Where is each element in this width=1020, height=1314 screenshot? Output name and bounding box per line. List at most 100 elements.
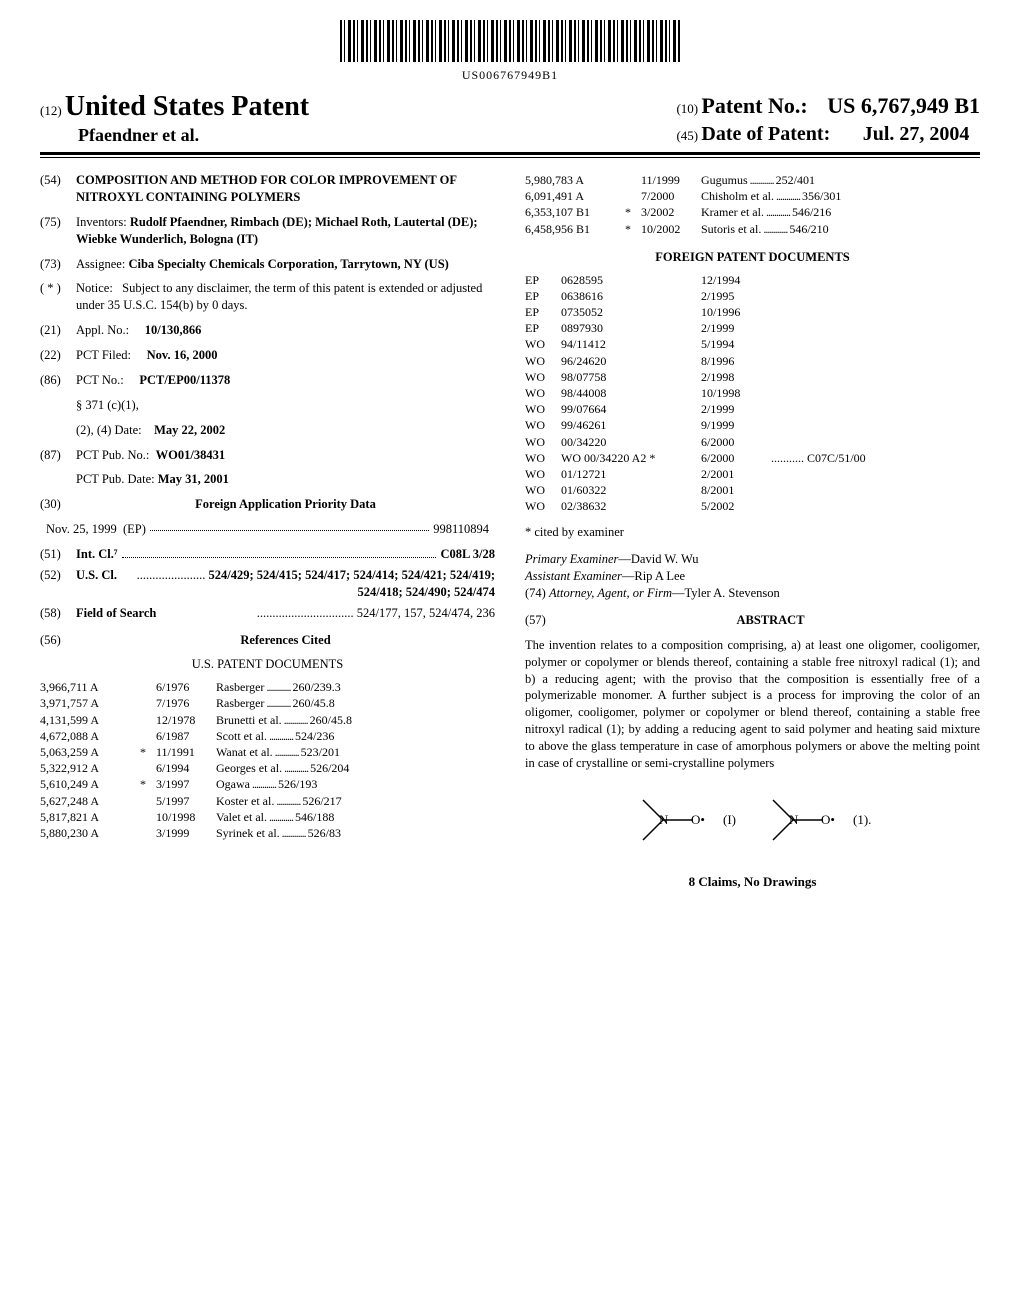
header-row: (12) United States Patent Pfaendner et a… — [40, 91, 980, 146]
field-86-sub2: (2), (4) Date: May 22, 2002 — [40, 422, 495, 439]
f73-label: Assignee: — [76, 257, 125, 271]
patent-row: 5,610,249 A*3/1997Ogawa526/193 — [40, 776, 495, 792]
f56-num: (56) — [40, 632, 76, 649]
f22-num: (22) — [40, 347, 76, 364]
patent-number-line: (10) Patent No.: US 6,767,949 B1 — [676, 93, 980, 119]
f30-num: (30) — [40, 496, 76, 513]
f51-label: Int. Cl.⁷ — [76, 546, 118, 563]
patent-row: 5,627,248 A5/1997Koster et al.526/217 — [40, 793, 495, 809]
field-22: (22) PCT Filed: Nov. 16, 2000 — [40, 347, 495, 364]
f75-label: Inventors: — [76, 215, 127, 229]
field-54: (54) COMPOSITION AND METHOD FOR COLOR IM… — [40, 172, 495, 206]
patent-row: 5,880,230 A3/1999Syrinek et al.526/83 — [40, 825, 495, 841]
fstar-label: Notice: — [76, 281, 113, 295]
f58-value-text: 524/177, 157, 524/474, 236 — [357, 606, 495, 620]
foreign-patent-row: WO96/246208/1996 — [525, 353, 980, 369]
f86-sub1: § 371 (c)(1), — [76, 397, 139, 414]
f30-date: Nov. 25, 1999 — [46, 521, 117, 538]
patent-row: 4,672,088 A6/1987Scott et al.524/236 — [40, 728, 495, 744]
f21-num: (21) — [40, 322, 76, 339]
f75-text: Rudolf Pfaendner, Rimbach (DE); Michael … — [76, 215, 478, 246]
header-prefix: (12) — [40, 103, 62, 118]
assistant-label: Assistant Examiner — [525, 569, 622, 583]
us-patents-right-list: 5,980,783 A11/1999Gugumus252/4016,091,49… — [525, 172, 980, 237]
f86-value: PCT/EP00/11378 — [139, 373, 230, 387]
field-87-sub: PCT Pub. Date: May 31, 2001 — [40, 471, 495, 488]
primary-value: —David W. Wu — [618, 552, 698, 566]
patno-label: Patent No.: — [701, 93, 807, 118]
f86-body: PCT No.: PCT/EP00/11378 — [76, 372, 230, 389]
patent-row: 5,063,259 A*11/1991Wanat et al.523/201 — [40, 744, 495, 760]
f58-value: ............................... 524/177,… — [156, 605, 495, 622]
patno-prefix: (10) — [676, 101, 698, 116]
header-rule-thick — [40, 152, 980, 155]
svg-text:O•: O• — [691, 812, 705, 827]
f52-value: ...................... 524/429; 524/415;… — [117, 567, 495, 601]
f52-value-text: 524/429; 524/415; 524/417; 524/414; 524/… — [209, 568, 495, 599]
attorney-label: Attorney, Agent, or Firm — [549, 586, 672, 600]
patent-row: 5,817,821 A10/1998Valet et al.546/188 — [40, 809, 495, 825]
foreign-patent-row: WOWO 00/34220 A2 *6/2000 ........... C07… — [525, 450, 980, 466]
foreign-patent-row: WO99/076642/1999 — [525, 401, 980, 417]
field-52: (52) U.S. Cl. ...................... 524… — [40, 567, 495, 601]
cited-note: * cited by examiner — [525, 524, 980, 541]
patent-row: 6,458,956 B1*10/2002Sutoris et al.546/21… — [525, 221, 980, 237]
foreign-patent-row: EP062859512/1994 — [525, 272, 980, 288]
examiner-block: Primary Examiner—David W. Wu Assistant E… — [525, 551, 980, 602]
barcode-zone: US006767949B1 — [40, 20, 980, 83]
patent-row: 3,971,757 A7/1976Rasberger260/45.8 — [40, 695, 495, 711]
patent-row: 5,322,912 A6/1994Georges et al.526/204 — [40, 760, 495, 776]
foreign-patent-row: WO02/386325/2002 — [525, 498, 980, 514]
fstar-num: ( * ) — [40, 280, 76, 314]
header-inventors: Pfaendner et al. — [40, 125, 309, 146]
patent-row: 6,091,491 A7/2000Chisholm et al.356/301 — [525, 188, 980, 204]
abstract-num: (57) — [525, 612, 561, 629]
svg-text:O•: O• — [821, 812, 835, 827]
field-56: (56) References Cited — [40, 632, 495, 649]
f75-num: (75) — [40, 214, 76, 248]
attorney-value: —Tyler A. Stevenson — [672, 586, 780, 600]
abstract-text: The invention relates to a composition c… — [525, 637, 980, 772]
patno-value: US 6,767,949 B1 — [827, 93, 980, 118]
field-51: (51) Int. Cl.⁷ C08L 3/28 — [40, 546, 495, 563]
header-rule-thin — [40, 157, 980, 158]
foreign-patent-row: WO01/127212/2001 — [525, 466, 980, 482]
patent-row: 4,131,599 A12/1978Brunetti et al.260/45.… — [40, 712, 495, 728]
f22-body: PCT Filed: Nov. 16, 2000 — [76, 347, 217, 364]
f21-value: 10/130,866 — [145, 323, 202, 337]
f54-text: COMPOSITION AND METHOD FOR COLOR IMPROVE… — [76, 172, 495, 206]
foreign-patent-row: WO00/342206/2000 — [525, 434, 980, 450]
f58-num: (58) — [40, 605, 76, 622]
abstract-head: (57) ABSTRACT — [525, 612, 980, 629]
f86-sub2-value: May 22, 2002 — [154, 422, 225, 439]
f73-num: (73) — [40, 256, 76, 273]
fstar-text: Subject to any disclaimer, the term of t… — [76, 281, 482, 312]
f87-num: (87) — [40, 447, 76, 464]
f22-value: Nov. 16, 2000 — [147, 348, 218, 362]
field-86-sub1: § 371 (c)(1), — [40, 397, 495, 414]
foreign-patent-row: WO98/077582/1998 — [525, 369, 980, 385]
f52-num: (52) — [40, 567, 76, 584]
header-title: United States Patent — [65, 91, 309, 122]
f73-text: Ciba Specialty Chemicals Corporation, Ta… — [128, 257, 448, 271]
svg-text:N: N — [789, 812, 799, 827]
f21-body: Appl. No.: 10/130,866 — [76, 322, 201, 339]
header-left: (12) United States Patent Pfaendner et a… — [40, 91, 309, 146]
foreign-patent-row: WO99/462619/1999 — [525, 417, 980, 433]
barcode-text: US006767949B1 — [40, 68, 980, 83]
f54-num: (54) — [40, 172, 76, 206]
dop-prefix: (45) — [676, 128, 698, 143]
foreign-head: FOREIGN PATENT DOCUMENTS — [525, 249, 980, 266]
foreign-patents-list: EP062859512/1994EP06386162/1995EP0735052… — [525, 272, 980, 515]
f52-label: U.S. Cl. — [76, 567, 117, 584]
attorney-num: (74) — [525, 586, 546, 600]
dop-value: Jul. 27, 2004 — [863, 123, 970, 145]
svg-text:N: N — [659, 812, 669, 827]
f22-label: PCT Filed: — [76, 348, 131, 362]
foreign-patent-row: EP073505210/1996 — [525, 304, 980, 320]
f51-value: C08L 3/28 — [440, 546, 495, 563]
primary-examiner: Primary Examiner—David W. Wu — [525, 551, 980, 568]
foreign-patent-row: WO98/4400810/1998 — [525, 385, 980, 401]
f86-num: (86) — [40, 372, 76, 389]
header-right: (10) Patent No.: US 6,767,949 B1 (45) Da… — [676, 93, 980, 146]
